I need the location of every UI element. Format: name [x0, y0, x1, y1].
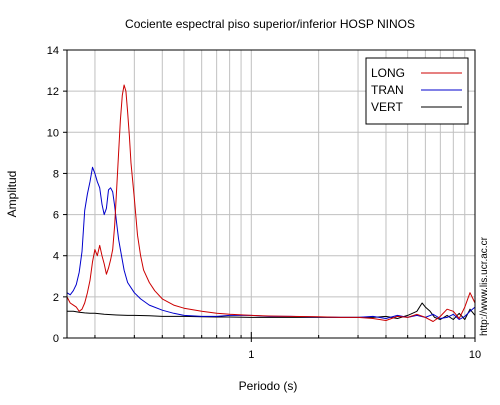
y-tick-label-5: 10	[47, 127, 59, 139]
legend-label-vert: VERT	[371, 100, 403, 114]
y-tick-label-2: 4	[53, 251, 59, 263]
x-tick-label-1: 10	[469, 349, 481, 361]
legend: LONG TRAN VERT	[366, 58, 468, 124]
y-tick-label-1: 2	[53, 292, 59, 304]
legend-label-long: LONG	[371, 66, 405, 80]
y-tick-label-7: 14	[47, 45, 59, 57]
y-tick-label-0: 0	[53, 333, 59, 345]
chart-title: Cociente espectral piso superior/inferio…	[125, 17, 415, 31]
y-tick-label-3: 6	[53, 210, 59, 222]
y-axis-label: Amplitud	[5, 171, 19, 218]
series-line-vert	[67, 303, 475, 320]
legend-label-tran: TRAN	[371, 83, 404, 97]
side-url-text: http://www.lis.ucr.ac.cr	[479, 236, 490, 336]
y-tick-label-4: 8	[53, 168, 59, 180]
x-tick-label-0: 1	[248, 349, 254, 361]
x-axis-label: Periodo (s)	[239, 379, 298, 393]
y-tick-label-6: 12	[47, 86, 59, 98]
